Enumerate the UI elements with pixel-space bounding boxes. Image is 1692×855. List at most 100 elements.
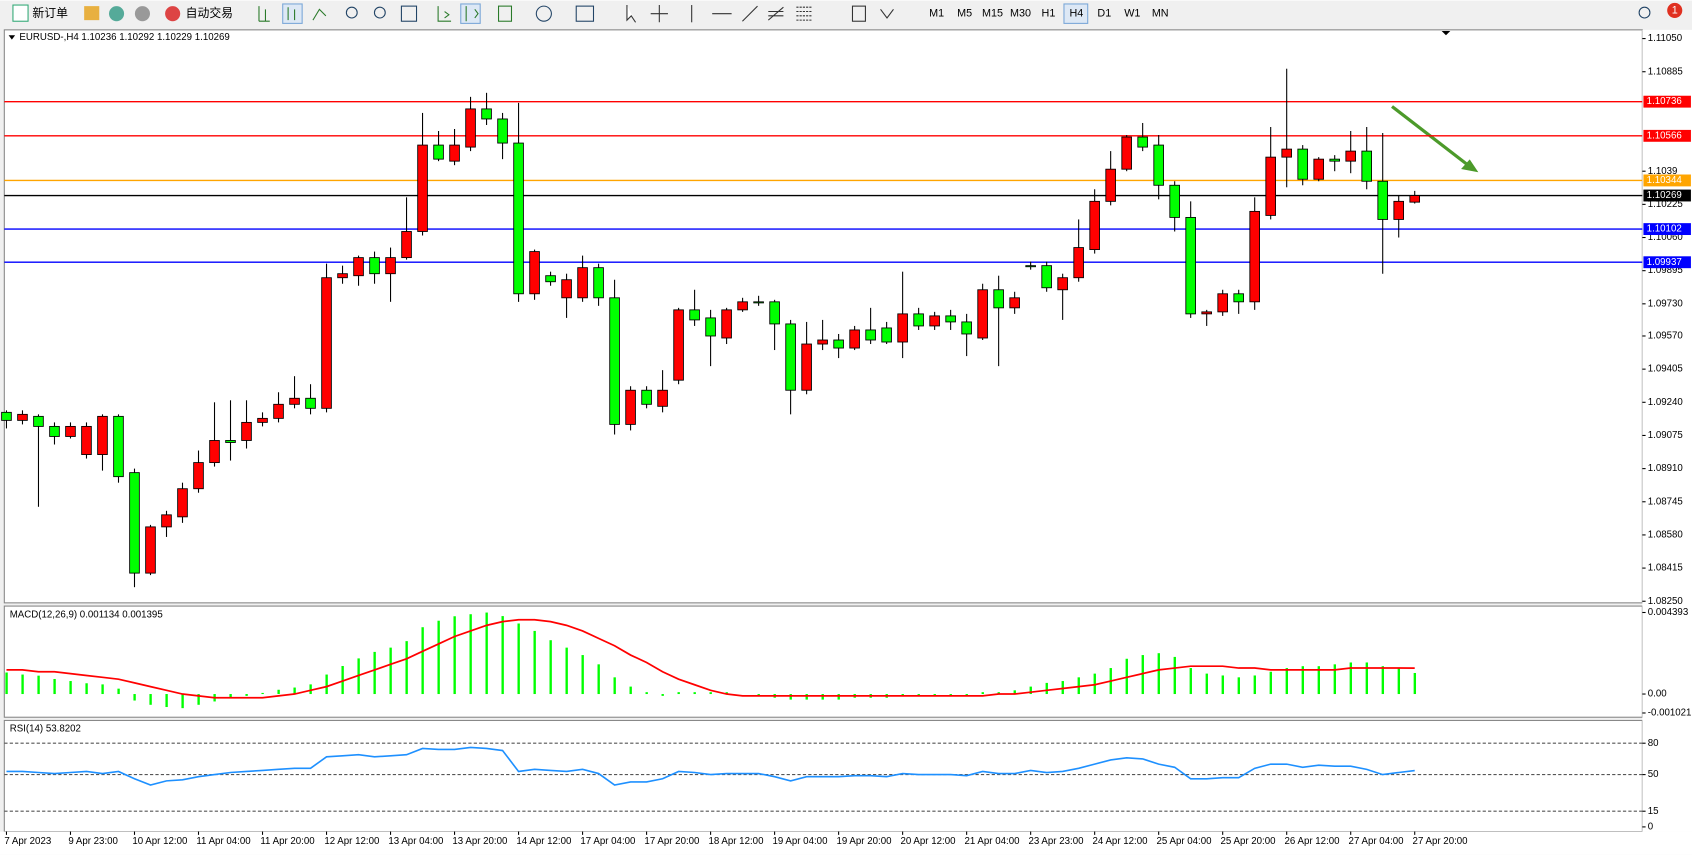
x-tick-label: 19 Apr 20:00 (836, 836, 892, 847)
candle-body (65, 425, 76, 437)
macd-bar (901, 694, 904, 696)
candle-body (561, 279, 572, 299)
auto-trading-icon[interactable] (165, 6, 181, 22)
new-order-label[interactable]: 新订单 (32, 6, 68, 20)
macd-bar (1093, 673, 1096, 695)
macd-bar (101, 684, 104, 695)
candle-body (369, 257, 380, 275)
macd-bar (1205, 673, 1208, 695)
toolbar-bg (0, 0, 1692, 27)
icon[interactable] (575, 5, 595, 22)
y-tick-label: 1.09570 (1648, 331, 1684, 342)
icon[interactable] (84, 6, 100, 21)
icon[interactable] (650, 5, 668, 23)
signal-line (6, 618, 1415, 699)
candle-body (1249, 210, 1260, 303)
icon[interactable] (312, 8, 327, 21)
macd-bar (1125, 658, 1128, 695)
timeframe-button[interactable]: M1 (929, 8, 944, 20)
macd-bar (293, 687, 296, 695)
macd-bar (661, 694, 664, 696)
y-tick-label: 1.09075 (1648, 430, 1683, 441)
icon[interactable] (796, 6, 812, 21)
icon[interactable] (767, 6, 784, 21)
icon[interactable] (851, 5, 866, 22)
candle-body (1185, 216, 1196, 315)
icon[interactable] (345, 6, 358, 19)
timeframe-button[interactable]: W1 (1124, 8, 1140, 20)
icon[interactable] (535, 5, 552, 22)
drawing-tools (626, 5, 894, 23)
candle-body (209, 440, 220, 464)
macd-bar (693, 692, 696, 695)
macd-bar (1253, 675, 1256, 695)
macd-bar (117, 688, 120, 695)
candle-body (1377, 180, 1389, 220)
candle-body (1073, 247, 1084, 279)
timeframe-button[interactable]: M15 (982, 8, 1003, 20)
candle-body (497, 118, 508, 144)
timeframe-button[interactable]: H4 (1069, 8, 1083, 20)
timeframe-button[interactable]: MN (1152, 8, 1169, 20)
macd-bar (949, 694, 952, 696)
macd-bar (1365, 662, 1369, 695)
icon[interactable] (497, 5, 513, 22)
macd-bar (261, 692, 264, 695)
candle-body (1025, 265, 1036, 268)
icon[interactable] (108, 6, 125, 22)
symbol-menu[interactable] (8, 35, 16, 40)
x-tick-label: 19 Apr 04:00 (772, 836, 828, 847)
macd-bar (821, 694, 824, 700)
new-order-icon[interactable] (12, 4, 29, 22)
macd-bar (645, 692, 648, 695)
x-tick-label: 17 Apr 04:00 (580, 836, 636, 847)
macd-bar (1045, 682, 1048, 695)
candle-body (257, 417, 268, 423)
timeframe-button[interactable]: H1 (1042, 8, 1056, 20)
y-tick-label: 0 (1648, 821, 1654, 832)
candle-body (929, 315, 940, 327)
candle-body (433, 144, 444, 160)
candle-body (657, 389, 668, 407)
notification-badge[interactable] (1667, 2, 1683, 18)
candle-body (17, 413, 28, 421)
icon[interactable] (134, 6, 150, 22)
timeframe-button[interactable]: M30 (1010, 8, 1031, 20)
macd-bar (1285, 668, 1288, 695)
candle-body (977, 289, 988, 339)
timeframe-button[interactable]: D1 (1097, 8, 1111, 20)
candle-body (353, 257, 364, 277)
candle-body (1169, 184, 1180, 218)
price-level-label: 1.09937 (1647, 257, 1682, 268)
candle-body (513, 142, 524, 295)
x-tick-label: 21 Apr 04:00 (964, 836, 1020, 847)
icon[interactable] (258, 6, 270, 22)
candle-body (1297, 148, 1308, 180)
candle-body (1265, 156, 1276, 216)
icon[interactable] (282, 3, 303, 24)
y-tick-label: 1.08580 (1648, 529, 1684, 540)
icon[interactable] (742, 5, 758, 22)
timeframe-button[interactable]: M5 (957, 8, 972, 20)
candle-body (177, 488, 188, 518)
price-level-label: 1.10344 (1647, 175, 1683, 186)
macd-bar (1381, 666, 1385, 695)
icon[interactable] (465, 6, 479, 22)
icon[interactable] (373, 6, 386, 19)
icon[interactable] (287, 7, 296, 21)
candle-body (673, 309, 684, 381)
x-tick-label: 18 Apr 12:00 (708, 836, 764, 847)
icon[interactable] (880, 9, 894, 19)
candle-body (1089, 200, 1100, 251)
icon[interactable] (400, 5, 418, 22)
x-tick-label: 11 Apr 04:00 (196, 836, 251, 847)
auto-trading-label[interactable]: 自动交易 (186, 6, 233, 20)
candle-body (49, 425, 60, 437)
x-tick-label: 14 Apr 12:00 (516, 836, 572, 847)
icon[interactable] (437, 6, 452, 22)
macd-bar (1237, 677, 1240, 695)
x-tick-label: 24 Apr 12:00 (1093, 836, 1149, 847)
search-icon[interactable] (1638, 6, 1651, 19)
icon[interactable] (460, 3, 481, 24)
macd-bar (421, 627, 424, 695)
